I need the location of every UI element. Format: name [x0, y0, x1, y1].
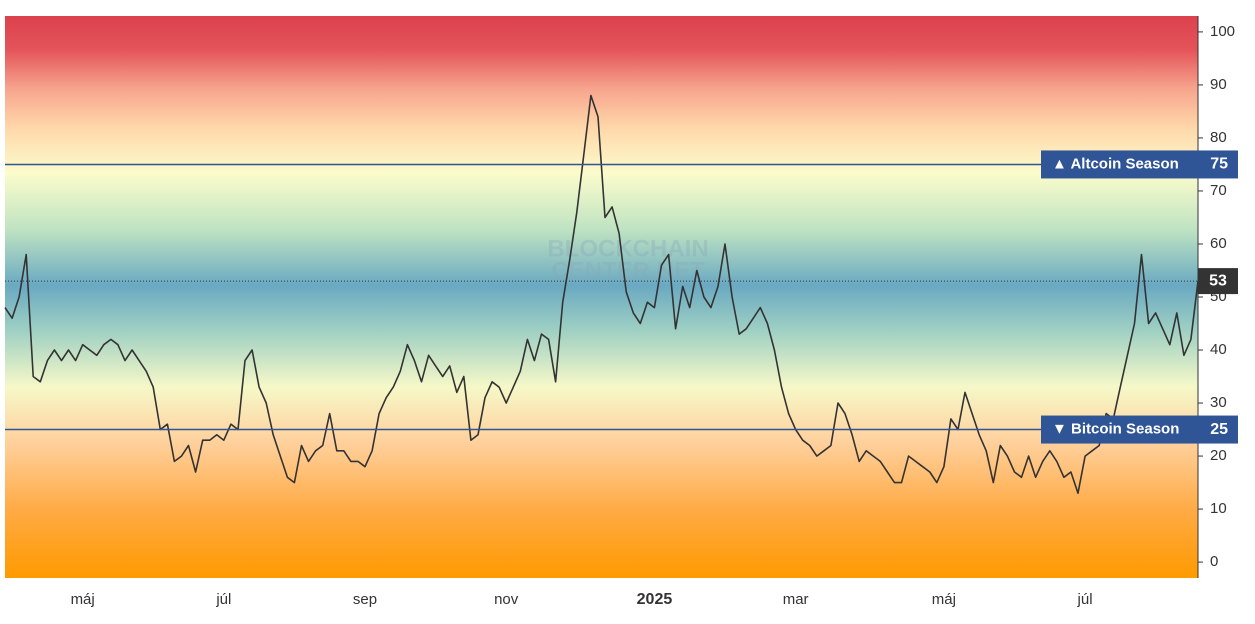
watermark-text: CENTER.NET — [551, 257, 705, 284]
y-tick-label: 60 — [1210, 235, 1227, 252]
x-tick-label: sep — [353, 591, 377, 608]
x-tick-label: júl — [215, 591, 231, 608]
y-tick-label: 70 — [1210, 182, 1227, 199]
index-line — [4, 94, 1199, 494]
y-tick-label: 90 — [1210, 76, 1227, 93]
current-value: 53 — [1209, 272, 1227, 289]
y-tick-label: 40 — [1210, 341, 1227, 358]
y-tick-label: 20 — [1210, 447, 1227, 464]
y-tick-label: 100 — [1210, 23, 1235, 40]
plot-background — [5, 16, 1198, 578]
y-tick-label: 80 — [1210, 129, 1227, 146]
x-tick-label: 2025 — [637, 591, 673, 608]
threshold-label: ▼ Bitcoin Season — [1052, 421, 1179, 438]
x-tick-label: nov — [494, 591, 519, 608]
x-tick-label: júl — [1077, 591, 1093, 608]
threshold-label: ▲ Altcoin Season — [1052, 155, 1179, 172]
x-tick-label: máj — [932, 591, 956, 608]
watermark-text: BLOCKCHAIN — [547, 235, 708, 262]
threshold-box — [1041, 415, 1238, 444]
y-tick-label: 10 — [1210, 500, 1227, 517]
current-box — [1198, 268, 1238, 295]
y-tick-label: 30 — [1210, 394, 1227, 411]
x-tick-label: mar — [783, 591, 809, 608]
x-tick-label: máj — [71, 591, 95, 608]
threshold-box — [1041, 150, 1238, 179]
y-tick-label: 0 — [1210, 553, 1218, 570]
threshold-value: 25 — [1210, 421, 1228, 438]
threshold-value: 75 — [1210, 156, 1228, 173]
watermark: BLOCKCHAIN CENTER.NET — [547, 235, 708, 284]
